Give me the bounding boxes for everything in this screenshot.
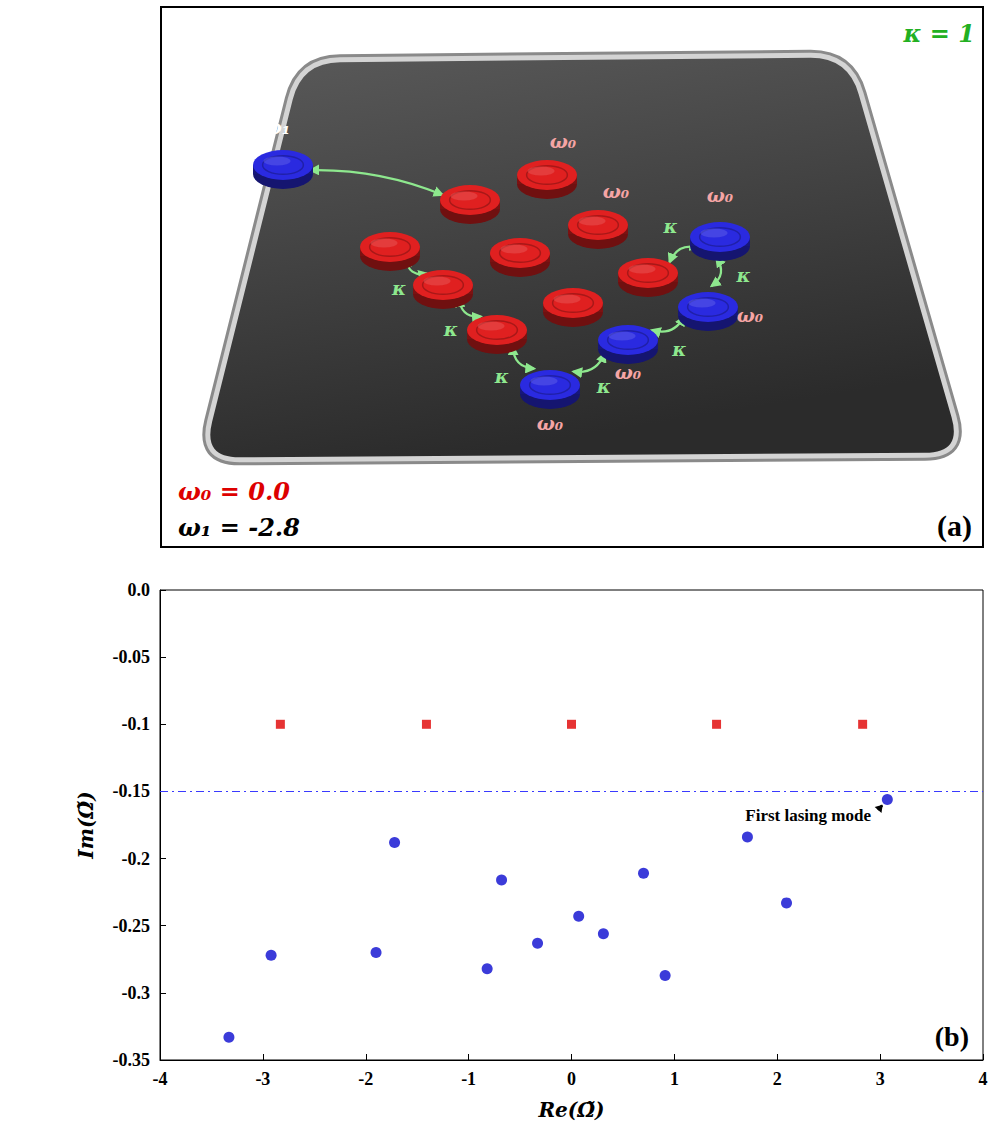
svg-text:ω₀: ω₀ [603,180,630,202]
svg-text:-0.3: -0.3 [122,983,151,1003]
svg-text:-0.35: -0.35 [113,1050,151,1070]
svg-text:-0.2: -0.2 [122,849,151,869]
svg-text:ω₀: ω₀ [707,184,734,206]
svg-text:κ: κ [443,318,458,340]
svg-text:4: 4 [979,1069,988,1089]
svg-text:ω₀: ω₀ [615,361,642,383]
svg-text:κ = 1: κ = 1 [902,19,975,48]
svg-text:-2: -2 [358,1069,373,1089]
svg-text:-1: -1 [461,1069,476,1089]
svg-text:Im(Ω̃): Im(Ω̃) [74,791,98,859]
svg-text:κ: κ [662,215,677,237]
svg-text:First lasing mode: First lasing mode [745,806,871,825]
svg-text:-3: -3 [255,1069,270,1089]
svg-text:ω₀: ω₀ [537,412,564,434]
svg-text:-0.05: -0.05 [113,647,151,667]
svg-text:κ: κ [391,277,406,299]
svg-text:κ: κ [671,338,686,360]
svg-text:κ: κ [596,375,611,397]
svg-text:3: 3 [876,1069,885,1089]
svg-text:-4: -4 [153,1069,168,1089]
svg-text:Re(Ω̃): Re(Ω̃) [537,1098,604,1122]
svg-text:ω₀ = 0.0: ω₀ = 0.0 [178,477,290,506]
svg-text:ω₀: ω₀ [550,130,577,152]
svg-text:κ: κ [494,365,509,387]
svg-text:0.0: 0.0 [128,580,151,600]
svg-text:-0.25: -0.25 [113,916,151,936]
svg-text:0: 0 [567,1069,576,1089]
svg-text:ω₁: ω₁ [264,116,290,138]
svg-text:(b): (b) [935,1021,969,1052]
svg-text:2: 2 [773,1069,782,1089]
svg-text:-0.1: -0.1 [122,714,151,734]
svg-text:ω₀: ω₀ [737,304,764,326]
svg-text:(a): (a) [937,509,972,543]
svg-text:1: 1 [670,1069,679,1089]
svg-text:κ: κ [735,264,750,286]
svg-text:-0.15: -0.15 [113,781,151,801]
svg-text:ω₁ = -2.8: ω₁ = -2.8 [178,513,300,542]
